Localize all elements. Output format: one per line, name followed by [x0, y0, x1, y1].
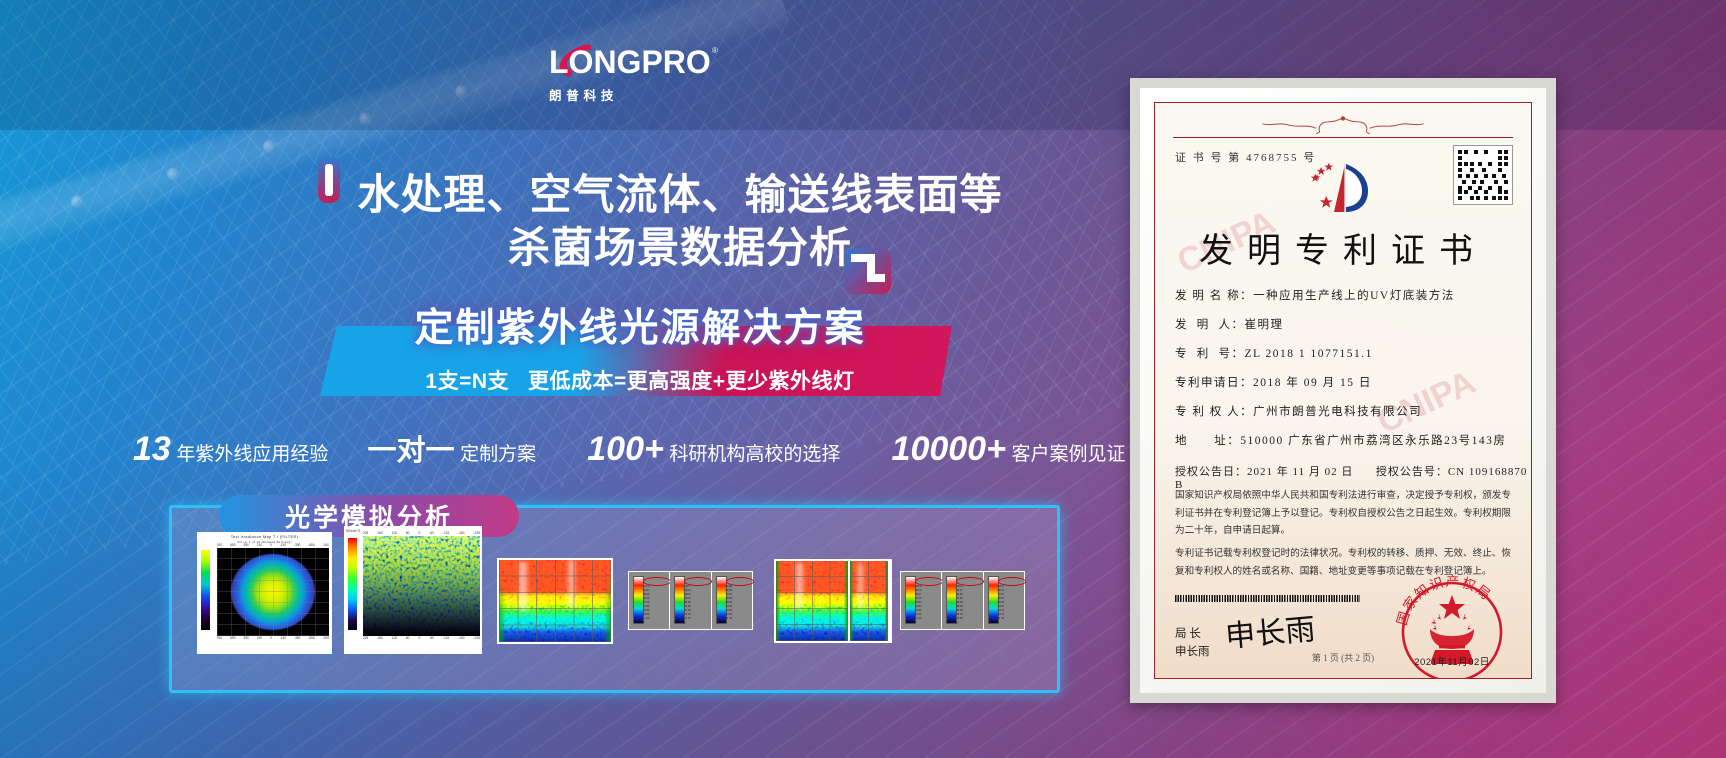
svg-text:LONGPRO: LONGPRO — [549, 44, 711, 80]
svg-text:国家知识产权局: 国家知识产权局 — [1394, 574, 1494, 627]
svg-text:®: ® — [712, 46, 718, 55]
